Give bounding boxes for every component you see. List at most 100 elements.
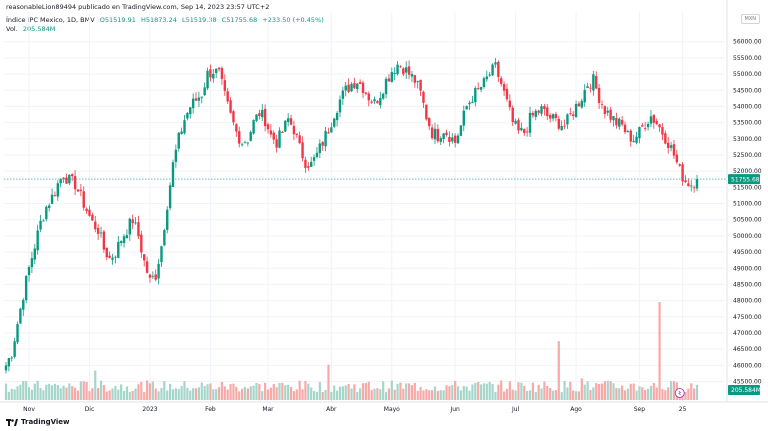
volume-bar <box>379 389 382 400</box>
candle-body <box>243 142 247 144</box>
time-tick-label: 25 <box>679 406 687 413</box>
candle-body <box>494 62 497 65</box>
candle-body <box>597 87 601 104</box>
volume-bar <box>189 390 192 400</box>
candle-body <box>433 128 437 140</box>
candle-body <box>341 90 345 99</box>
candle-body <box>145 261 149 273</box>
volume-bar <box>68 383 71 400</box>
candle-body <box>13 341 16 357</box>
candle-body <box>269 130 273 135</box>
candle-body <box>554 114 558 118</box>
volume-value: 205.584M <box>22 25 56 33</box>
price-tick-label: 51000.00 <box>733 201 762 208</box>
volume-bar <box>71 385 74 400</box>
volume-bar <box>494 392 497 400</box>
candle-body <box>407 66 411 75</box>
volume-bar <box>226 389 229 400</box>
volume-bar <box>402 388 405 400</box>
candle-body <box>333 118 336 127</box>
candle-body <box>117 241 120 258</box>
candle-body <box>436 128 440 142</box>
currency-badge[interactable]: MXN <box>740 14 760 24</box>
volume-bar <box>278 382 281 400</box>
candle-body <box>485 76 489 80</box>
candle-body <box>652 115 656 123</box>
candle-body <box>583 89 586 103</box>
volume-bar <box>563 381 566 400</box>
volume-bar <box>514 390 517 400</box>
volume-bar <box>117 389 120 400</box>
volume-bar <box>615 388 618 400</box>
volume-bar <box>74 387 77 400</box>
candle-body <box>226 91 229 102</box>
candle-body <box>364 92 368 94</box>
candle-body <box>402 68 405 75</box>
candle-body <box>681 164 684 182</box>
candle-body <box>301 142 304 159</box>
volume-bar <box>91 388 94 400</box>
volume-bar <box>364 383 367 400</box>
volume-bar <box>384 392 388 400</box>
volume-bar <box>324 390 327 400</box>
volume-bar <box>42 390 45 400</box>
volume-bar <box>479 384 483 400</box>
candle-body <box>119 241 123 243</box>
candle-body <box>53 195 57 196</box>
candle-body <box>128 218 132 235</box>
volume-bar <box>220 381 224 400</box>
volume-bar <box>151 381 154 400</box>
volume-bar <box>629 383 632 400</box>
candle-body <box>30 258 34 268</box>
candle-body <box>390 72 394 82</box>
volume-bar <box>655 387 658 400</box>
volume-bar <box>85 382 88 400</box>
candle-body <box>56 183 60 197</box>
volume-bar <box>315 392 319 400</box>
volume-bar <box>269 387 272 400</box>
volume-label: Vol. <box>6 25 18 33</box>
volume-bar <box>658 302 661 400</box>
candle-body <box>350 83 353 92</box>
volume-bar <box>108 390 111 400</box>
volume-bar <box>577 391 581 400</box>
candle-body <box>298 135 301 144</box>
candle-body <box>307 166 310 168</box>
candle-body <box>557 118 560 129</box>
volume-bar <box>131 390 134 400</box>
volume-bar <box>215 389 218 400</box>
volume-bar <box>687 388 690 400</box>
volume-bar <box>543 381 546 400</box>
price-tick-label: 49500.00 <box>733 249 762 256</box>
volume-bar <box>341 386 344 400</box>
volume-bar <box>192 388 195 400</box>
volume-bar <box>649 385 653 400</box>
time-tick-label: 2023 <box>142 406 157 413</box>
candle-body <box>543 105 546 110</box>
volume-bar <box>448 386 451 400</box>
candle-body <box>163 230 166 246</box>
volume-bar <box>255 382 258 400</box>
candle-body <box>91 214 94 221</box>
candle-body <box>649 116 653 124</box>
candle-body <box>68 174 71 184</box>
volume-bar <box>304 381 307 400</box>
volume-bar <box>433 386 437 400</box>
symbol-title[interactable]: Índice IPC Mexico, 1D, BMV <box>6 16 95 24</box>
volume-bar <box>422 390 425 400</box>
candle-body <box>312 157 316 161</box>
volume-bar <box>413 382 416 400</box>
candle-body <box>249 132 252 141</box>
volume-legend: Vol. 205.584M <box>6 25 55 33</box>
candle-body <box>272 132 275 140</box>
volume-bar <box>114 386 117 400</box>
volume-bar <box>632 383 635 400</box>
volume-bar <box>353 384 356 400</box>
volume-bar <box>200 382 203 400</box>
volume-bar <box>261 391 264 400</box>
time-tick-label: Feb <box>205 406 216 413</box>
volume-bar <box>281 382 284 400</box>
candle-body <box>632 140 635 143</box>
volume-bar <box>672 381 676 400</box>
